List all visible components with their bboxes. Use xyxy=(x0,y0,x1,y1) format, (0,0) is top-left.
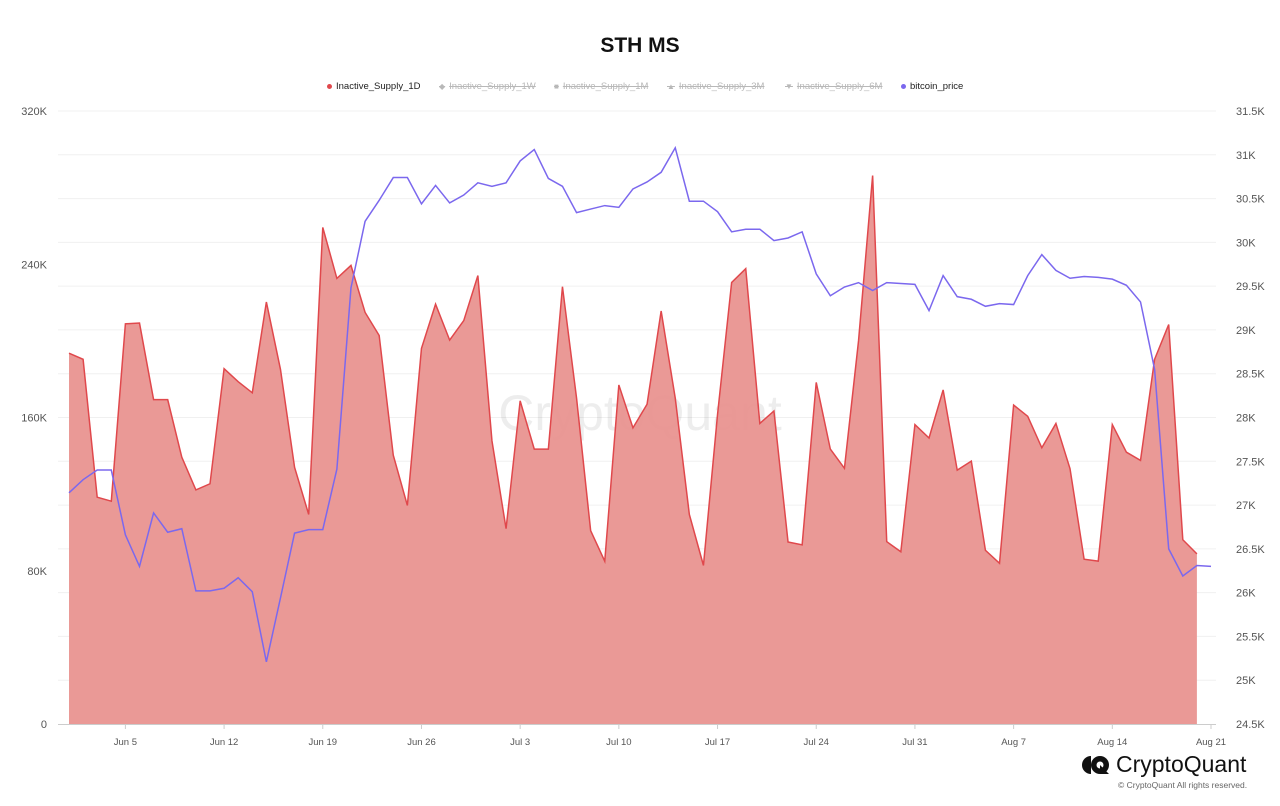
right-axis-tick-label: 29.5K xyxy=(1236,281,1265,293)
legend-item-inactive-supply-1m[interactable]: ■ Inactive_Supply_1M xyxy=(554,81,648,92)
square-marker-icon: ■ xyxy=(554,82,559,91)
legend-label: Inactive_Supply_1W xyxy=(449,81,536,92)
legend: Inactive_Supply_1D ◆ Inactive_Supply_1W ■… xyxy=(0,81,1280,95)
line-bitcoin-price xyxy=(68,145,1212,662)
copyright: © CryptoQuant All rights reserved. xyxy=(1118,780,1248,790)
left-axis-tick-label: 160K xyxy=(21,413,47,425)
right-axis-tick-label: 28K xyxy=(1236,413,1256,425)
legend-label: Inactive_Supply_6M xyxy=(796,81,883,92)
x-axis-tick-label: Jun 12 xyxy=(210,737,239,748)
circle-marker-icon xyxy=(901,84,906,89)
legend-label: bitcoin_price xyxy=(910,81,964,92)
x-axis-tick-label: Aug 21 xyxy=(1196,737,1226,748)
x-axis-tick-label: Jul 3 xyxy=(510,737,530,748)
right-axis-tick-label: 31.5K xyxy=(1236,106,1265,118)
right-axis-tick-label: 30.5K xyxy=(1236,194,1265,206)
right-axis-tick-label: 25.5K xyxy=(1236,631,1265,643)
right-axis-tick-label: 27.5K xyxy=(1236,456,1265,468)
x-axis-tick-label: Jul 17 xyxy=(705,737,730,748)
cryptoquant-logo-icon xyxy=(1082,755,1109,774)
x-axis-tick-label: Jun 19 xyxy=(309,737,338,748)
right-axis-tick-label: 30K xyxy=(1236,237,1256,249)
circle-marker-icon xyxy=(327,84,332,89)
legend-label: Inactive_Supply_1M xyxy=(562,81,649,92)
left-axis-tick-label: 80K xyxy=(27,566,47,578)
right-axis-tick-label: 25K xyxy=(1236,675,1256,687)
legend-item-inactive-supply-3m[interactable]: ▲ Inactive_Supply_3M xyxy=(667,81,764,92)
legend-item-inactive-supply-6m[interactable]: ▼ Inactive_Supply_6M xyxy=(785,81,882,92)
x-axis-tick-label: Jul 31 xyxy=(902,737,927,748)
right-axis-tick-label: 28.5K xyxy=(1236,369,1265,381)
triangle-marker-icon: ▲ xyxy=(667,82,675,91)
right-axis-tick-label: 27K xyxy=(1236,500,1256,512)
left-axis-tick-label: 0 xyxy=(41,719,47,731)
diamond-marker-icon: ◆ xyxy=(439,82,446,91)
left-axis-tick-label: 240K xyxy=(21,259,47,271)
area-fill-inactive-supply-1d xyxy=(69,175,1197,724)
legend-label: Inactive_Supply_1D xyxy=(336,81,421,92)
x-axis-tick-label: Aug 14 xyxy=(1097,737,1127,748)
legend-item-inactive-supply-1w[interactable]: ◆ Inactive_Supply_1W xyxy=(439,81,536,92)
x-axis-tick-label: Jul 24 xyxy=(804,737,829,748)
chart-title: STH MS xyxy=(600,34,680,57)
brand-name: CryptoQuant xyxy=(1116,751,1247,777)
legend-item-inactive-supply-1d[interactable]: Inactive_Supply_1D xyxy=(327,81,421,92)
cryptoquant-logo[interactable]: CryptoQuant xyxy=(1082,751,1246,778)
right-axis-tick-label: 26.5K xyxy=(1236,544,1265,556)
right-axis-tick-label: 26K xyxy=(1236,588,1256,600)
x-axis-tick-label: Jul 10 xyxy=(606,737,631,748)
x-axis-tick-label: Jun 5 xyxy=(114,737,137,748)
legend-label: Inactive_Supply_3M xyxy=(678,81,765,92)
x-axis-tick-label: Jun 26 xyxy=(407,737,436,748)
right-axis-tick-label: 24.5K xyxy=(1236,719,1265,731)
legend-item-bitcoin-price[interactable]: bitcoin_price xyxy=(901,81,963,92)
x-axis-tick-label: Aug 7 xyxy=(1001,737,1026,748)
right-axis-tick-label: 29K xyxy=(1236,325,1256,337)
right-axis-tick-label: 31K xyxy=(1236,150,1256,162)
triangle-down-marker-icon: ▼ xyxy=(785,82,793,91)
left-axis-tick-label: 320K xyxy=(21,106,47,118)
